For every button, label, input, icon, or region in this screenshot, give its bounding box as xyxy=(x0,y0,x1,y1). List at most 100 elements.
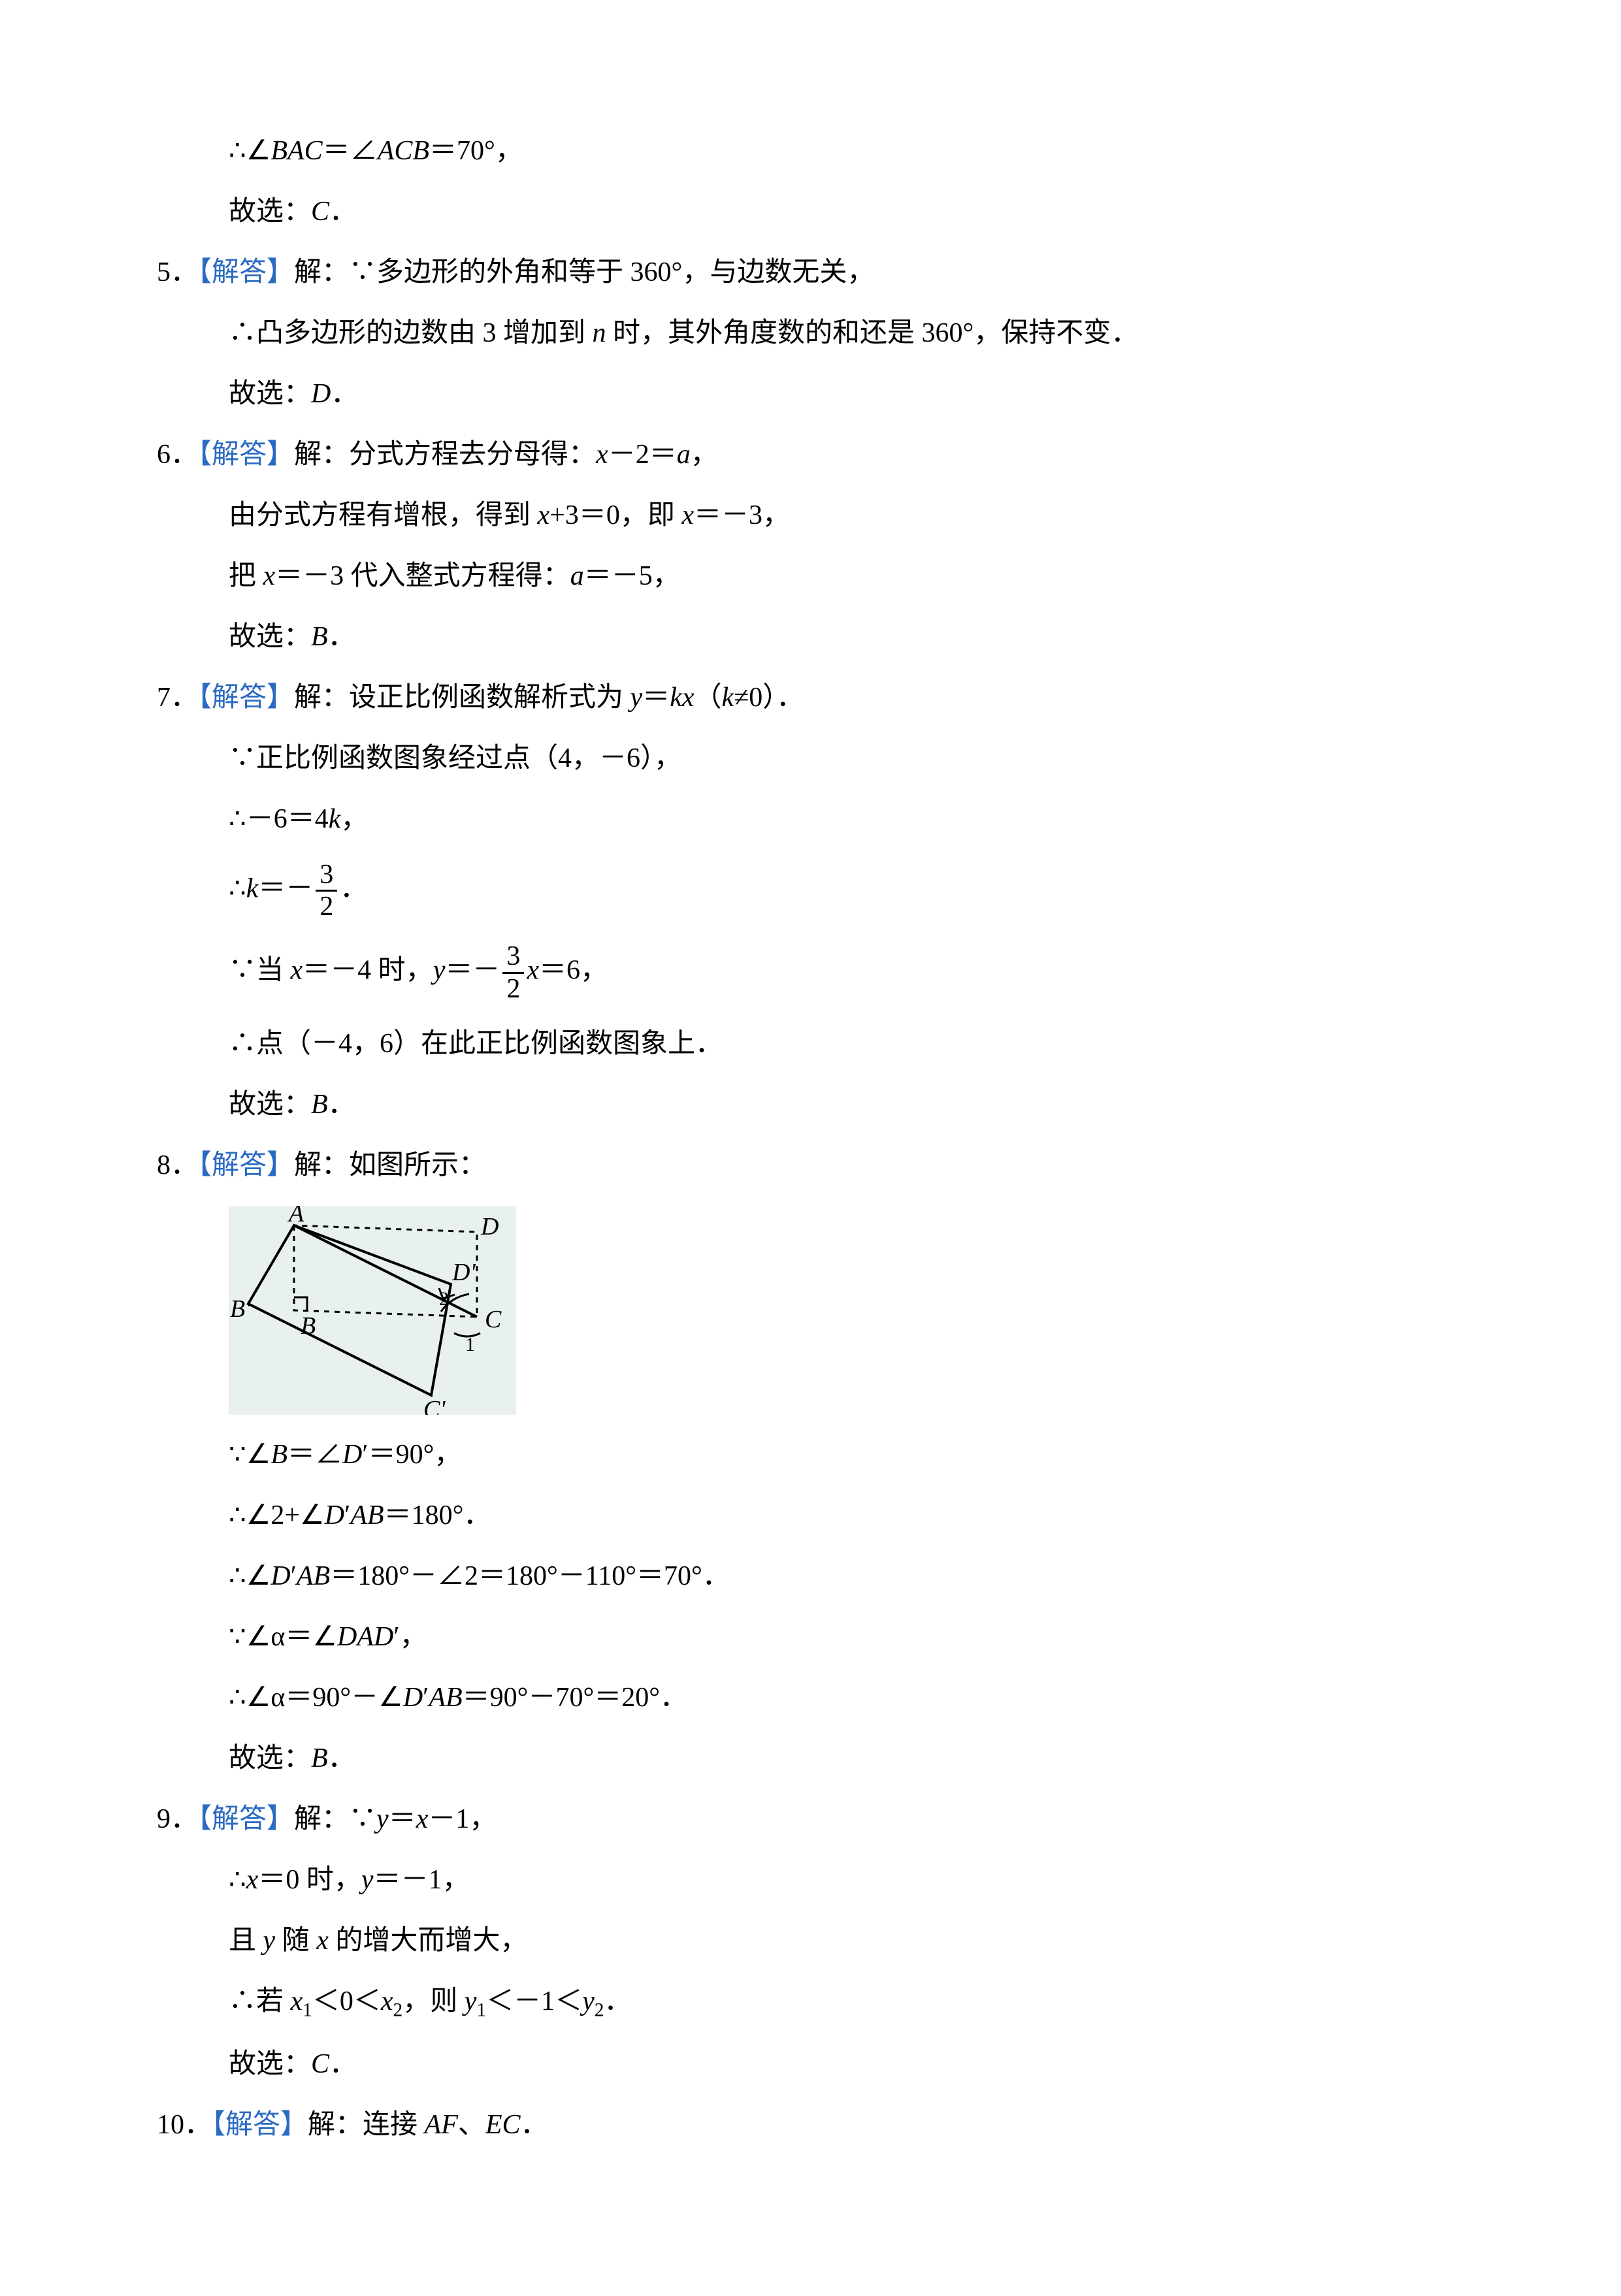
var: x xyxy=(596,440,608,470)
text-line: ∴∠D′AB＝180°－∠2＝180°－110°＝70°． xyxy=(229,1556,1464,1597)
numerator: 3 xyxy=(316,860,337,892)
text: ∴∠ xyxy=(229,136,270,166)
text: +3＝0，即 xyxy=(549,500,681,530)
text: ∵∠α＝∠ xyxy=(229,1622,337,1652)
text: ． xyxy=(340,873,367,903)
var: k xyxy=(329,804,341,834)
geometry-diagram: ADBCB'C'D'12 xyxy=(229,1206,1464,1415)
var: EC xyxy=(485,2110,521,2140)
var: x xyxy=(263,561,276,591)
var: AB xyxy=(350,1500,384,1530)
problem-5: 5．【解答】解：∵多边形的外角和等于 360°，与边数无关， ∴凸多边形的边数由… xyxy=(157,252,1464,415)
problem-first-line: 6．【解答】解：分式方程去分母得：x－2＝a， xyxy=(157,434,1464,476)
var: a xyxy=(570,561,584,591)
problem-7: 7．【解答】解：设正比例函数解析式为 y＝kx（k≠0）． ∵正比例函数图象经过… xyxy=(157,677,1464,1125)
problem-number: 7． xyxy=(157,683,198,713)
text: 随 xyxy=(275,1926,316,1956)
text: ′ xyxy=(423,1683,429,1713)
subscript: 2 xyxy=(393,1999,403,2020)
answer: B xyxy=(311,622,328,652)
text: ＝－3 代入整式方程得： xyxy=(275,561,570,591)
text: ∴∠α＝90°－∠ xyxy=(229,1683,403,1713)
problem-first-line: 5．【解答】解：∵多边形的外角和等于 360°，与边数无关， xyxy=(157,252,1464,293)
problem-first-line: 9．【解答】解：∵y＝x－1， xyxy=(157,1799,1464,1840)
var: y xyxy=(376,1804,389,1834)
text: ． xyxy=(329,2049,357,2079)
text: ≠0）． xyxy=(734,683,804,713)
text: ＝－ xyxy=(258,873,313,903)
text: ＝180°－∠2＝180°－110°＝70°． xyxy=(330,1561,730,1591)
svg-text:D: D xyxy=(480,1213,499,1240)
text: ＝∠ xyxy=(287,1440,342,1470)
var: DAD xyxy=(337,1622,393,1652)
var: a xyxy=(677,440,691,470)
answer-line: 故选：B． xyxy=(229,1084,1464,1125)
answer: B xyxy=(311,1743,328,1773)
text: ， xyxy=(691,440,718,470)
text: ＝－1， xyxy=(374,1865,470,1895)
text: ∴∠2+∠ xyxy=(229,1500,325,1530)
text: 解：∵多边形的外角和等于 360°，与边数无关， xyxy=(294,257,874,287)
text: ． xyxy=(328,1090,355,1120)
answer-line: 故选：C． xyxy=(229,2044,1464,2085)
text: ′ xyxy=(344,1500,350,1530)
answer-tag: 【解答】 xyxy=(198,683,294,713)
answer-line: 故选：D． xyxy=(229,374,1464,415)
answer-tag: 【解答】 xyxy=(198,1150,294,1180)
var: BAC xyxy=(270,136,322,166)
var: x xyxy=(246,1865,259,1895)
numerator: 3 xyxy=(502,941,524,973)
var: x xyxy=(527,956,539,986)
text: ＝－4 时， xyxy=(303,956,433,986)
text-line: ∴－6＝4k， xyxy=(229,799,1464,840)
fraction: 32 xyxy=(316,860,337,922)
text: ∴－6＝4 xyxy=(229,804,329,834)
var: x xyxy=(291,1986,303,2016)
text: ＝90°－70°＝20°． xyxy=(463,1683,687,1713)
text: ′ xyxy=(291,1561,297,1591)
text: ＝180°． xyxy=(384,1500,491,1530)
text: 解：设正比例函数解析式为 xyxy=(294,683,630,713)
text-line: ∴k＝－32． xyxy=(229,860,1464,922)
text: 故选： xyxy=(229,622,311,652)
text: ∵正比例函数图象经过点（4，－6）， xyxy=(229,743,681,773)
text: 时，其外角度数的和还是 360°，保持不变． xyxy=(606,318,1139,348)
answer-line: 故选：C． xyxy=(229,191,1464,233)
text: ． xyxy=(328,622,355,652)
text-line: 由分式方程有增根，得到 x+3＝0，即 x＝－3， xyxy=(229,495,1464,536)
subscript: 1 xyxy=(476,1999,486,2020)
answer-tag: 【解答】 xyxy=(212,2110,308,2140)
svg-text:C': C' xyxy=(423,1396,446,1415)
answer: D xyxy=(311,379,331,409)
var: y xyxy=(433,956,446,986)
text: 故选： xyxy=(229,197,311,227)
text: ∴点（－4，6）在此正比例函数图象上． xyxy=(229,1029,723,1059)
text: 故选： xyxy=(229,1743,311,1773)
problem-4-tail: ∴∠BAC＝∠ACB＝70°， 故选：C． xyxy=(157,131,1464,233)
text: ＝ xyxy=(389,1804,416,1834)
text: 且 xyxy=(229,1926,263,1956)
fraction: 32 xyxy=(502,941,524,1003)
var: D xyxy=(403,1683,423,1713)
text-line: ∴点（－4，6）在此正比例函数图象上． xyxy=(229,1024,1464,1065)
var: k xyxy=(722,683,734,713)
answer: C xyxy=(311,2049,329,2079)
var: D xyxy=(342,1440,362,1470)
problem-number: 5． xyxy=(157,257,198,287)
text: ′， xyxy=(393,1622,427,1652)
problem-first-line: 10．【解答】解：连接 AF、EC． xyxy=(157,2105,1464,2146)
text-line: 把 x＝－3 代入整式方程得：a＝－5， xyxy=(229,556,1464,597)
svg-text:B: B xyxy=(301,1312,316,1340)
svg-text:2: 2 xyxy=(439,1288,449,1310)
svg-text:A: A xyxy=(287,1206,304,1227)
text: 由分式方程有增根，得到 xyxy=(229,500,538,530)
var: y xyxy=(263,1926,276,1956)
text: ＝70°， xyxy=(429,136,523,166)
text: ＝0 时， xyxy=(258,1865,361,1895)
text: ∴ xyxy=(229,873,246,903)
answer-line: 故选：B． xyxy=(229,1738,1464,1779)
text: －1， xyxy=(428,1804,497,1834)
var: ACB xyxy=(378,136,429,166)
text-line: ∴若 x1＜0＜x2，则 y1＜－1＜y2． xyxy=(229,1981,1464,2025)
text-line: ∴凸多边形的边数由 3 增加到 n 时，其外角度数的和还是 360°，保持不变． xyxy=(229,313,1464,354)
